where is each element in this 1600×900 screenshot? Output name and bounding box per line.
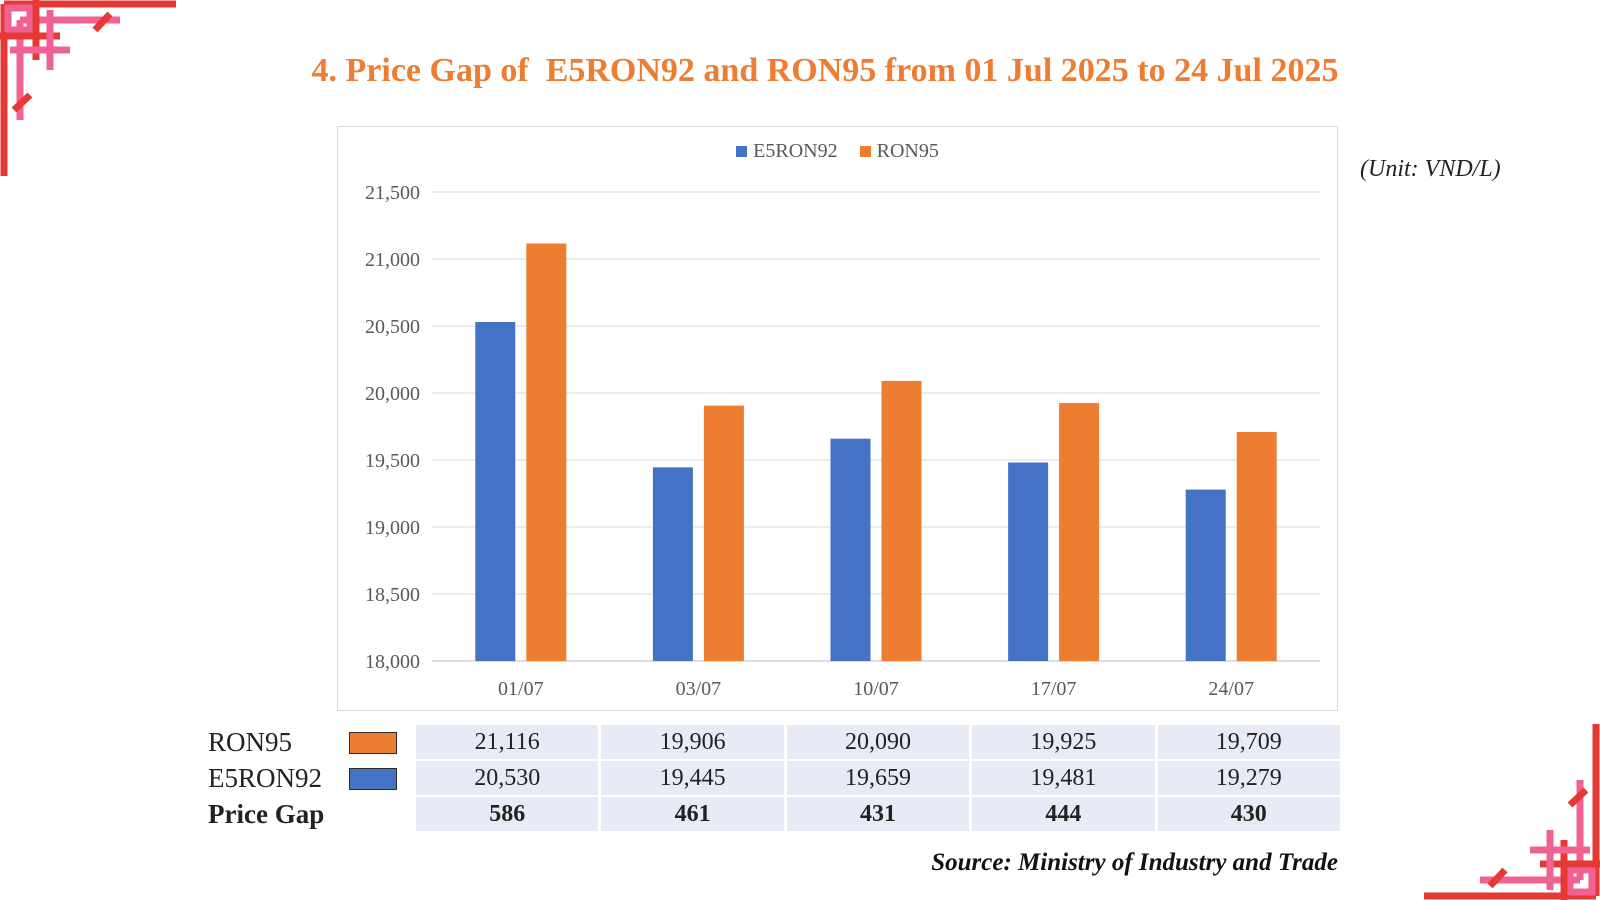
bar-e5ron92-03-07 — [652, 467, 693, 661]
unit-label: (Unit: VND/L) — [1360, 156, 1501, 182]
legend-item-ron95: RON95 — [859, 140, 939, 163]
table-cell: 19,925 — [972, 725, 1155, 759]
bar-e5ron92-17-07 — [1008, 462, 1049, 661]
row-label-e5ron92: E5RON92 — [208, 762, 322, 793]
legend-item-e5ron92: E5RON92 — [736, 140, 838, 163]
table-cell: 19,906 — [601, 725, 784, 759]
table-cell: 19,481 — [972, 761, 1155, 795]
page-title: 4. Price Gap of E5RON92 and RON95 from 0… — [311, 52, 1339, 89]
row-header-ron95: RON95 — [206, 725, 413, 759]
bar-ron95-03-07 — [703, 405, 744, 661]
table-cell: 430 — [1157, 797, 1340, 831]
table-cell: 19,279 — [1157, 761, 1340, 795]
table-cell: 461 — [601, 797, 784, 831]
row-label-ron95: RON95 — [208, 726, 293, 757]
y-tick-label: 20,500 — [365, 316, 420, 338]
y-tick-label: 20,000 — [365, 383, 420, 405]
price-table: RON95 21,116 19,906 20,090 19,925 19,709… — [203, 723, 1343, 833]
bar-ron95-01-07 — [526, 243, 567, 661]
legend-key-ron95 — [349, 732, 397, 754]
y-tick-label: 19,000 — [365, 517, 420, 539]
x-tick-label: 17/07 — [1031, 678, 1077, 700]
y-tick-label: 21,500 — [365, 182, 420, 204]
table-cell: 431 — [786, 797, 970, 831]
y-tick-label: 19,500 — [365, 450, 420, 472]
row-header-e5ron92: E5RON92 — [206, 761, 413, 795]
x-tick-label: 10/07 — [853, 678, 899, 700]
table-cell: 20,530 — [416, 761, 599, 795]
table-row-ron95: RON95 21,116 19,906 20,090 19,925 19,709 — [206, 725, 1340, 759]
corner-ornament-top-left — [0, 0, 176, 176]
row-label-price-gap: Price Gap — [208, 798, 325, 829]
bar-chart: 18,000 18,500 19,000 19,500 20,000 20,500 21,0… — [365, 182, 1320, 700]
table-cell: 19,445 — [601, 761, 784, 795]
legend-swatch-ron95 — [859, 146, 871, 157]
legend-swatch-e5ron92 — [736, 146, 748, 157]
bar-ron95-10-07 — [881, 380, 922, 661]
bar-ron95-17-07 — [1059, 403, 1100, 661]
legend-key-e5ron92 — [349, 768, 397, 790]
legend-label-ron95: RON95 — [876, 140, 939, 162]
table-cell: 21,116 — [416, 725, 599, 759]
chart-legend: E5RON92 RON95 — [337, 140, 1338, 163]
bar-ron95-24-07 — [1236, 431, 1277, 661]
bar-e5ron92-01-07 — [475, 321, 516, 661]
x-tick-label: 03/07 — [676, 678, 722, 700]
table-row-price-gap: Price Gap 586 461 431 444 430 — [206, 797, 1340, 831]
table-cell: 19,659 — [786, 761, 970, 795]
x-tick-label: 01/07 — [498, 678, 544, 700]
corner-ornament-bottom-right — [1424, 724, 1600, 900]
table-row-e5ron92: E5RON92 20,530 19,445 19,659 19,481 19,2… — [206, 761, 1340, 795]
legend-label-e5ron92: E5RON92 — [753, 140, 838, 162]
bar-e5ron92-24-07 — [1185, 489, 1226, 661]
y-tick-label: 21,000 — [365, 249, 420, 271]
table-cell: 444 — [972, 797, 1155, 831]
y-tick-label: 18,000 — [365, 651, 420, 673]
table-cell: 19,709 — [1157, 725, 1340, 759]
table-cell: 586 — [416, 797, 599, 831]
row-header-price-gap: Price Gap — [206, 797, 413, 831]
table-cell: 20,090 — [786, 725, 970, 759]
x-tick-label: 24/07 — [1208, 678, 1254, 700]
y-tick-label: 18,500 — [365, 584, 420, 606]
bar-e5ron92-10-07 — [830, 438, 871, 661]
source-note: Source: Ministry of Industry and Trade — [931, 849, 1338, 876]
